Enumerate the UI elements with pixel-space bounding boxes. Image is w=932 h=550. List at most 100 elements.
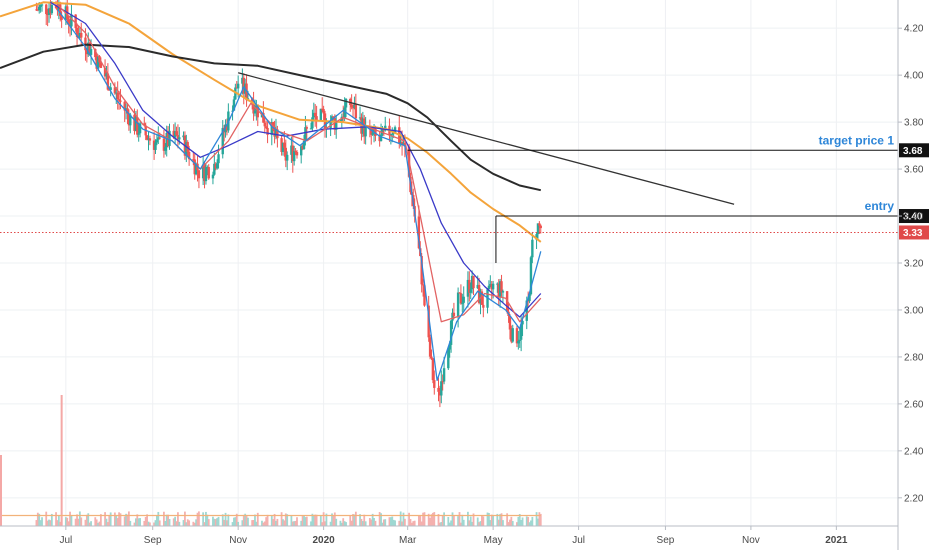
candle-body: [215, 163, 219, 169]
candle-body: [94, 48, 97, 58]
volume-bar: [345, 522, 347, 526]
volume-bar: [195, 519, 198, 526]
candle-body: [519, 324, 523, 340]
volume-bar: [496, 513, 499, 526]
volume-bar: [478, 522, 481, 526]
candle-body: [157, 137, 160, 140]
volume-bar: [154, 520, 157, 526]
volume-bar: [350, 520, 353, 526]
candle-body: [322, 109, 325, 114]
volume-bar: [144, 516, 147, 526]
volume-bar: [368, 518, 371, 526]
volume-bar: [419, 515, 422, 526]
y-tick-label: 3.80: [904, 118, 924, 129]
volume-bar: [488, 512, 490, 526]
candle-body: [469, 289, 472, 293]
volume-bar: [146, 514, 148, 526]
candle-body: [54, 4, 58, 9]
candle-body: [350, 105, 353, 108]
candle-body: [158, 137, 161, 139]
volume-bar: [147, 521, 150, 526]
candle-body: [333, 117, 337, 130]
volume-bar: [525, 516, 528, 526]
candle-body: [262, 112, 265, 123]
volume-bar: [471, 521, 474, 526]
volume-bar: [137, 518, 140, 526]
candle-body: [525, 300, 528, 321]
candle-body: [276, 129, 279, 139]
volume-bar: [511, 521, 514, 526]
volume-bar: [388, 517, 391, 526]
candle-body: [148, 138, 152, 141]
candle-body: [290, 145, 293, 155]
candle-body: [201, 164, 205, 179]
volume-bar: [45, 511, 48, 526]
volume-bar: [401, 521, 403, 526]
volume-bar: [90, 521, 92, 526]
candle-body: [154, 142, 157, 150]
candle-body: [138, 123, 142, 134]
candle-body: [285, 154, 289, 161]
volume-bar: [163, 511, 165, 526]
moving-average-line: [0, 1, 542, 243]
volume-bar: [116, 518, 119, 526]
candle-body: [451, 312, 454, 321]
volume-bar: [188, 520, 191, 526]
candle-body: [70, 14, 73, 27]
volume-bar: [521, 517, 524, 526]
volume-bar: [476, 517, 479, 526]
volume-bar: [254, 514, 256, 526]
level-badge: [899, 143, 929, 158]
x-tick-label: Sep: [657, 535, 675, 546]
volume-bar: [186, 519, 189, 526]
candle-body: [311, 117, 314, 129]
volume-bar: [359, 514, 361, 526]
candle-body: [487, 285, 491, 290]
volume-bar: [378, 511, 381, 526]
candle-body: [56, 8, 59, 11]
volume-bar: [133, 522, 136, 526]
volume-bar: [441, 515, 444, 526]
volume-bar: [242, 514, 245, 526]
y-tick-label: 4.20: [904, 24, 924, 35]
candle-body: [431, 358, 435, 381]
volume-bar: [331, 513, 333, 526]
candle-body: [438, 391, 442, 396]
current-price-badge-text: 3.33: [903, 228, 923, 239]
candle-body: [482, 304, 485, 308]
y-tick-label: 3.40: [904, 212, 924, 223]
volume-bar: [157, 511, 160, 526]
volume-bar: [500, 513, 503, 526]
volume-bar: [460, 522, 462, 526]
candle-body: [449, 320, 453, 345]
volume-bar: [85, 514, 88, 526]
candle-body: [372, 128, 376, 133]
volume-bar: [343, 521, 346, 526]
candle-body: [178, 137, 181, 140]
candle-body: [127, 113, 131, 126]
volume-bar: [438, 522, 441, 526]
candle-body: [302, 140, 306, 150]
candle-body: [312, 112, 316, 118]
candle-body: [95, 57, 98, 69]
candle-body: [370, 127, 373, 135]
candle-body: [108, 89, 111, 91]
volume-bar: [451, 512, 454, 526]
volume-bar: [490, 514, 493, 526]
volume-bar: [56, 520, 59, 526]
volume-bar: [384, 519, 387, 526]
candle-body: [314, 112, 317, 117]
volume-bar: [349, 515, 352, 526]
candle-body: [501, 291, 505, 293]
candle-body: [440, 381, 443, 396]
candle-body: [508, 315, 512, 330]
x-tick-label: Mar: [399, 535, 417, 546]
candle-body: [304, 127, 307, 141]
candle-body: [143, 123, 146, 126]
volume-bar: [468, 520, 471, 526]
volume-bar: [409, 519, 412, 526]
volume-bar: [115, 515, 118, 526]
volume-bar: [457, 516, 460, 526]
